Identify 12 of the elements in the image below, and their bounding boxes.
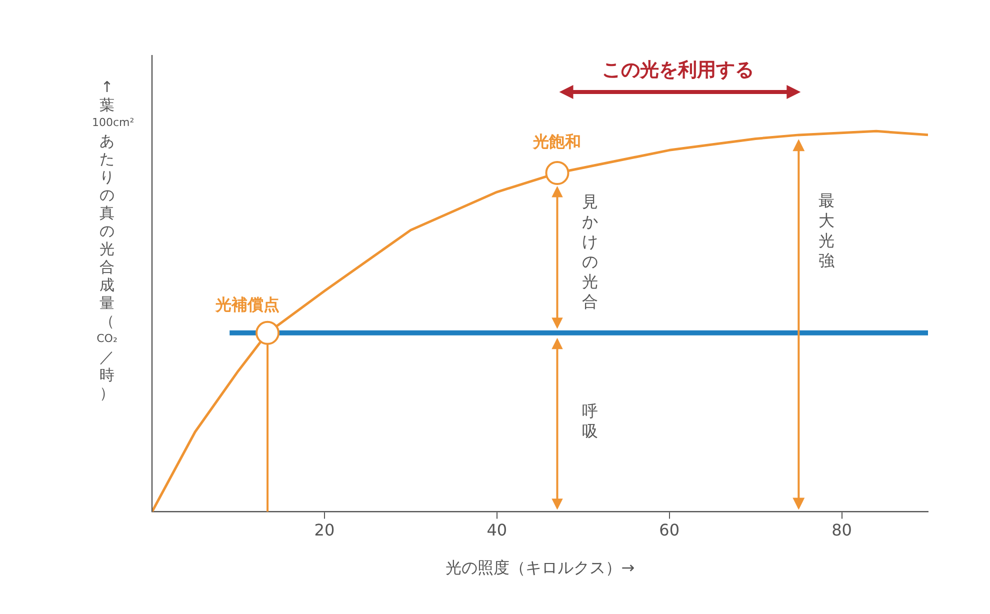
text: ↑葉100cm²あたりの真の光合成量（CO₂／時） bbox=[92, 78, 134, 402]
text: この光を利用する bbox=[602, 58, 754, 81]
x-tick-label: 20 bbox=[314, 520, 335, 540]
x-tick-label: 40 bbox=[486, 520, 508, 540]
x-tick-label: 80 bbox=[832, 520, 852, 540]
x-axis-title: 光の照度（キロルクス）→ bbox=[444, 558, 636, 579]
annotation: 光飽和 bbox=[532, 132, 582, 152]
ref-line-label: 最大光強 bbox=[818, 191, 835, 270]
annotation: 見かけの光合 bbox=[582, 192, 598, 312]
annotation: 呼吸 bbox=[582, 402, 598, 440]
x-tick-label: 60 bbox=[659, 520, 680, 540]
annotation: 光補償点 bbox=[214, 295, 280, 314]
